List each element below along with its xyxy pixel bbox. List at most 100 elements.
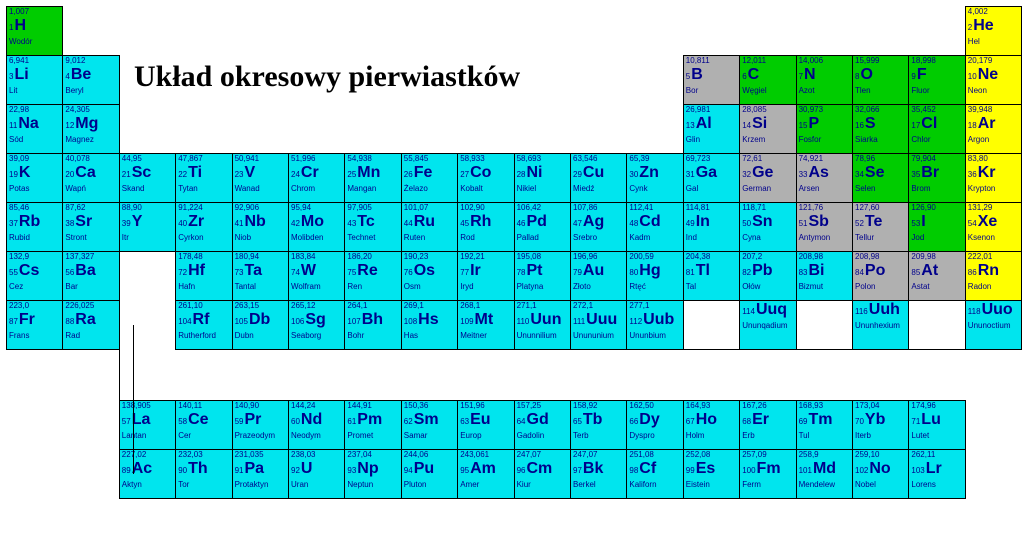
element-Hg[interactable]: 200,5980HgRtęć [626, 251, 683, 301]
element-Co[interactable]: 58,93327CoKobalt [457, 153, 514, 203]
element-C[interactable]: 12,0116CWęgiel [739, 55, 796, 105]
element-Md[interactable]: 258,9101MdMendelew [796, 449, 853, 499]
element-Pb[interactable]: 207,282PbOłów [739, 251, 796, 301]
element-Nb[interactable]: 92,90641NbNiob [232, 202, 289, 252]
element-Cs[interactable]: 132,955CsCez [6, 251, 63, 301]
element-Ba[interactable]: 137,32756BaBar [62, 251, 119, 301]
element-O[interactable]: 15,9998OTlen [852, 55, 909, 105]
element-F[interactable]: 18,9989FFluor [908, 55, 965, 105]
element-S[interactable]: 32,06616SSiarka [852, 104, 909, 154]
element-As[interactable]: 74,92133AsArsen [796, 153, 853, 203]
element-Pr[interactable]: 140,9059PrPrazeodym [232, 400, 289, 450]
element-Tl[interactable]: 204,3881TlTal [683, 251, 740, 301]
element-Tb[interactable]: 158,9265TbTerb [570, 400, 627, 450]
element-Am[interactable]: 243,06195AmAmer [457, 449, 514, 499]
element-Tc[interactable]: 97,90543TcTechnet [344, 202, 401, 252]
element-Al[interactable]: 26,98113AlGlin [683, 104, 740, 154]
element-La[interactable]: 138,90557LaLantan [119, 400, 176, 450]
element-Ga[interactable]: 69,72331GaGal [683, 153, 740, 203]
element-U[interactable]: 238,0392UUran [288, 449, 345, 499]
element-Uuh[interactable]: 116UuhUnunhexium [852, 300, 909, 350]
element-Mt[interactable]: 268,1109MtMeitner [457, 300, 514, 350]
element-W[interactable]: 183,8474WWolfram [288, 251, 345, 301]
element-Db[interactable]: 263,15105DbDubn [232, 300, 289, 350]
element-Cu[interactable]: 63,54629CuMiedź [570, 153, 627, 203]
element-No[interactable]: 259,10102NoNobel [852, 449, 909, 499]
element-Cf[interactable]: 251,0898CfKaliforn [626, 449, 683, 499]
element-Xe[interactable]: 131,2954XeKsenon [965, 202, 1022, 252]
element-Ta[interactable]: 180,9473TaTantal [232, 251, 289, 301]
element-Uuu[interactable]: 272,1111UuuUnununium [570, 300, 627, 350]
element-Pa[interactable]: 231,03591PaProtaktyn [232, 449, 289, 499]
element-Pm[interactable]: 144,9161PmPromet [344, 400, 401, 450]
element-Uuq[interactable]: 114UuqUnunqadium [739, 300, 796, 350]
element-Br[interactable]: 79,90435BrBrom [908, 153, 965, 203]
element-Pt[interactable]: 195,0878PtPlatyna [514, 251, 571, 301]
element-Lu[interactable]: 174,9671LuLutet [908, 400, 965, 450]
element-Bh[interactable]: 264,1107BhBohr [344, 300, 401, 350]
element-Re[interactable]: 186,2075ReRen [344, 251, 401, 301]
element-Kr[interactable]: 83,8036KrKrypton [965, 153, 1022, 203]
element-Si[interactable]: 28,08514SiKrzem [739, 104, 796, 154]
element-Dy[interactable]: 162,5066DyDyspro [626, 400, 683, 450]
element-Na[interactable]: 22,9811NaSód [6, 104, 63, 154]
element-Fr[interactable]: 223,087FrFrans [6, 300, 63, 350]
element-Eu[interactable]: 151,9663EuEurop [457, 400, 514, 450]
element-Pd[interactable]: 106,4246PdPallad [514, 202, 571, 252]
element-Ir[interactable]: 192,2177IrIryd [457, 251, 514, 301]
element-Mg[interactable]: 24,30512MgMagnez [62, 104, 119, 154]
element-Sg[interactable]: 265,12106SgSeaborg [288, 300, 345, 350]
element-Se[interactable]: 78,9634SeSelen [852, 153, 909, 203]
element-At[interactable]: 209,9885AtAstat [908, 251, 965, 301]
element-B[interactable]: 10,8115BBor [683, 55, 740, 105]
element-Rn[interactable]: 222,0186RnRadon [965, 251, 1022, 301]
element-Ne[interactable]: 20,17910NeNeon [965, 55, 1022, 105]
element-Es[interactable]: 252,0899EsEistein [683, 449, 740, 499]
element-Ra[interactable]: 226,02588RaRad [62, 300, 119, 350]
element-In[interactable]: 114,8149InInd [683, 202, 740, 252]
element-Cr[interactable]: 51,99624CrChrom [288, 153, 345, 203]
element-H[interactable]: 1,0071HWodór [6, 6, 63, 56]
element-Sm[interactable]: 150,3662SmSamar [401, 400, 458, 450]
element-Pu[interactable]: 244,0694PuPluton [401, 449, 458, 499]
element-Fe[interactable]: 55,84526FeŻelazo [401, 153, 458, 203]
element-Lr[interactable]: 262,11103LrLorens [908, 449, 965, 499]
element-Rb[interactable]: 85,4637RbRubid [6, 202, 63, 252]
element-Th[interactable]: 232,0390ThTor [175, 449, 232, 499]
element-Ac[interactable]: 227,0289AcAktyn [119, 449, 176, 499]
element-Ho[interactable]: 164,9367HoHolm [683, 400, 740, 450]
element-Ar[interactable]: 39,94818ArArgon [965, 104, 1022, 154]
element-Te[interactable]: 127,6052TeTellur [852, 202, 909, 252]
element-Sr[interactable]: 87,6238SrStront [62, 202, 119, 252]
element-Po[interactable]: 208,9884PoPolon [852, 251, 909, 301]
element-Cm[interactable]: 247,0796CmKiur [514, 449, 571, 499]
element-Ca[interactable]: 40,07820CaWapń [62, 153, 119, 203]
element-Mn[interactable]: 54,93825MnMangan [344, 153, 401, 203]
element-Sb[interactable]: 121,7651SbAntymon [796, 202, 853, 252]
element-Rh[interactable]: 102,9045RhRod [457, 202, 514, 252]
element-Au[interactable]: 196,9679AuZłoto [570, 251, 627, 301]
element-He[interactable]: 4,0022HeHel [965, 6, 1022, 56]
element-Er[interactable]: 167,2668ErErb [739, 400, 796, 450]
element-Yb[interactable]: 173,0470YbIterb [852, 400, 909, 450]
element-P[interactable]: 30,97315PFosfor [796, 104, 853, 154]
element-Ni[interactable]: 58,69328NiNikiel [514, 153, 571, 203]
element-Uuo[interactable]: 118UuoUnunoctium [965, 300, 1022, 350]
element-Rf[interactable]: 261,10104RfRutherford [175, 300, 232, 350]
element-Sc[interactable]: 44,9521ScSkand [119, 153, 176, 203]
element-Tm[interactable]: 168,9369TmTul [796, 400, 853, 450]
element-Hf[interactable]: 178,4872HfHafn [175, 251, 232, 301]
element-Gd[interactable]: 157,2564GdGadolin [514, 400, 571, 450]
element-Os[interactable]: 190,2376OsOsm [401, 251, 458, 301]
element-Sn[interactable]: 118,7150SnCyna [739, 202, 796, 252]
element-Ru[interactable]: 101,0744RuRuten [401, 202, 458, 252]
element-Zn[interactable]: 65,3930ZnCynk [626, 153, 683, 203]
element-Mo[interactable]: 95,9442MoMolibden [288, 202, 345, 252]
element-Zr[interactable]: 91,22440ZrCyrkon [175, 202, 232, 252]
element-Ti[interactable]: 47,86722TiTytan [175, 153, 232, 203]
element-Ge[interactable]: 72,6132GeGerman [739, 153, 796, 203]
element-Cl[interactable]: 35,45217ClChlor [908, 104, 965, 154]
element-Li[interactable]: 6,9413LiLit [6, 55, 63, 105]
element-Bk[interactable]: 247,0797BkBerkel [570, 449, 627, 499]
element-Cd[interactable]: 112,4148CdKadm [626, 202, 683, 252]
